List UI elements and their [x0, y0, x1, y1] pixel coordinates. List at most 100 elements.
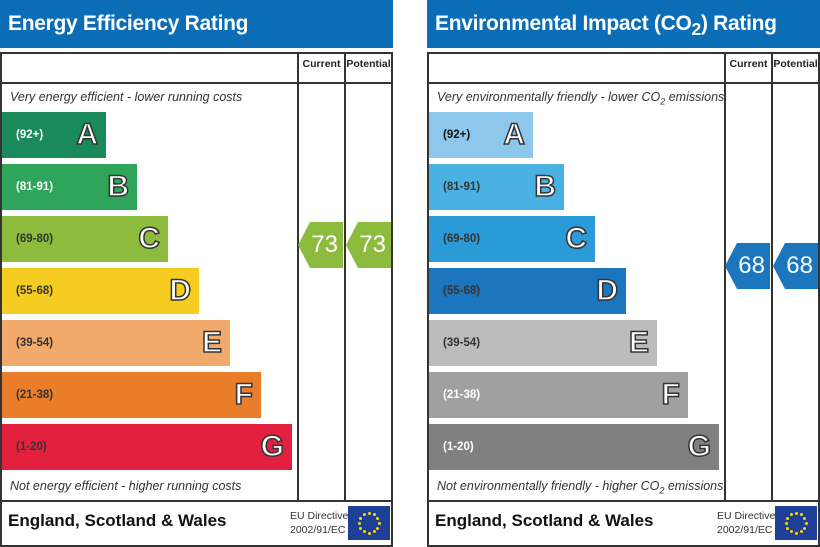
eu-directive-label: EU Directive — [717, 510, 776, 522]
eu-star — [799, 530, 803, 534]
eu-star — [367, 531, 371, 535]
band-f-bar: (21-38) F — [429, 372, 688, 418]
band-c-bar: (69-80) C — [2, 216, 168, 262]
eu-star — [794, 511, 798, 515]
column-divider — [297, 54, 299, 500]
band-range: (1-20) — [16, 441, 47, 453]
band-range: (81-91) — [443, 181, 481, 193]
eu-star — [358, 516, 362, 520]
band-range: (1-20) — [443, 441, 474, 453]
band-letter: F — [661, 377, 681, 412]
band-letter: E — [201, 325, 223, 360]
band-letter: G — [687, 429, 712, 464]
column-header-potential: Potential — [346, 58, 391, 70]
eu-star — [785, 526, 789, 530]
eu-star — [799, 512, 803, 516]
header-divider — [2, 82, 393, 84]
bottom-caption: Not environmentally friendly - higher CO… — [437, 479, 724, 496]
column-header-current: Current — [302, 58, 341, 70]
eu-star — [357, 521, 361, 525]
band-b-bar: (81-91) B — [2, 164, 137, 210]
footer-divider — [2, 500, 393, 502]
band-range: (81-91) — [16, 181, 54, 193]
rating-frame: Current Potential Very environmentally fri… — [427, 52, 820, 547]
eu-directive-label: EU Directive — [290, 510, 349, 522]
eu-star — [372, 512, 376, 516]
eu-star — [367, 511, 371, 515]
column-divider — [344, 54, 346, 500]
eu-star — [372, 530, 376, 534]
eu-flag-icon — [775, 506, 817, 540]
footer-region: England, Scotland & Wales — [8, 511, 227, 530]
band-letter: D — [169, 273, 192, 308]
band-range: (39-54) — [443, 337, 481, 349]
chart-title: Environmental Impact (CO2) Rating — [427, 0, 820, 48]
band-letter: D — [596, 273, 619, 308]
eu-star — [804, 521, 808, 525]
current-rating-arrow: 73 — [298, 222, 343, 268]
band-f-bar: (21-38) F — [2, 372, 261, 418]
column-divider — [724, 54, 726, 500]
band-range: (21-38) — [443, 389, 481, 401]
band-letter: A — [503, 117, 526, 152]
band-range: (55-68) — [16, 285, 54, 297]
column-divider — [771, 54, 773, 500]
band-b-bar: (81-91) B — [429, 164, 564, 210]
eu-directive-number: 2002/91/EC — [717, 524, 773, 536]
band-c-bar: (69-80) C — [429, 216, 595, 262]
band-e-bar: (39-54) E — [2, 320, 230, 366]
chart-title: Energy Efficiency Rating — [0, 0, 393, 48]
rating-frame: Current Potential Very energy efficient - … — [0, 52, 393, 547]
eu-directive: EU Directive 2002/91/EC — [290, 509, 348, 537]
eu-star — [377, 521, 381, 525]
current-rating-arrow: 68 — [725, 243, 770, 289]
eu-star — [789, 530, 793, 534]
energy-efficiency-panel: Energy Efficiency Rating Current Potential… — [0, 0, 393, 547]
top-caption: Very energy efficient - lower running co… — [10, 90, 243, 104]
band-letter: E — [628, 325, 650, 360]
band-range: (55-68) — [443, 285, 481, 297]
band-e-bar: (39-54) E — [429, 320, 657, 366]
eu-star — [362, 530, 366, 534]
band-range: (92+) — [443, 129, 471, 141]
band-range: (92+) — [16, 129, 44, 141]
eu-star — [376, 526, 380, 530]
band-letter: F — [234, 377, 254, 412]
band-letter: A — [76, 117, 99, 152]
eu-star — [803, 516, 807, 520]
eu-star — [358, 526, 362, 530]
top-caption: Very environmentally friendly - lower CO… — [437, 90, 725, 107]
band-a-bar: (92+) A — [429, 112, 533, 158]
band-letter: C — [565, 221, 588, 256]
eu-star — [376, 516, 380, 520]
eu-star — [362, 512, 366, 516]
band-range: (69-80) — [16, 233, 54, 245]
eu-flag-icon — [348, 506, 390, 540]
band-g-bar: (1-20) G — [429, 424, 719, 470]
band-g-bar: (1-20) G — [2, 424, 292, 470]
band-d-bar: (55-68) D — [2, 268, 199, 314]
eu-star — [784, 521, 788, 525]
column-header-potential: Potential — [773, 58, 818, 70]
bottom-caption: Not energy efficient - higher running co… — [10, 479, 242, 493]
potential-rating-arrow: 73 — [346, 222, 391, 268]
potential-rating-arrow: 68 — [773, 243, 818, 289]
header-divider — [429, 82, 820, 84]
band-letter: G — [260, 429, 285, 464]
band-range: (69-80) — [443, 233, 481, 245]
band-letter: C — [138, 221, 161, 256]
eu-star — [785, 516, 789, 520]
eu-directive: EU Directive 2002/91/EC — [717, 509, 775, 537]
band-a-bar: (92+) A — [2, 112, 106, 158]
environmental-impact-panel: Environmental Impact (CO2) Rating Current… — [427, 0, 820, 547]
footer-divider — [429, 500, 820, 502]
band-letter: B — [107, 169, 130, 204]
band-d-bar: (55-68) D — [429, 268, 626, 314]
band-range: (21-38) — [16, 389, 54, 401]
column-header-current: Current — [729, 58, 768, 70]
footer-region: England, Scotland & Wales — [435, 511, 654, 530]
band-letter: B — [534, 169, 557, 204]
band-range: (39-54) — [16, 337, 54, 349]
eu-directive-number: 2002/91/EC — [290, 524, 346, 536]
eu-star — [794, 531, 798, 535]
